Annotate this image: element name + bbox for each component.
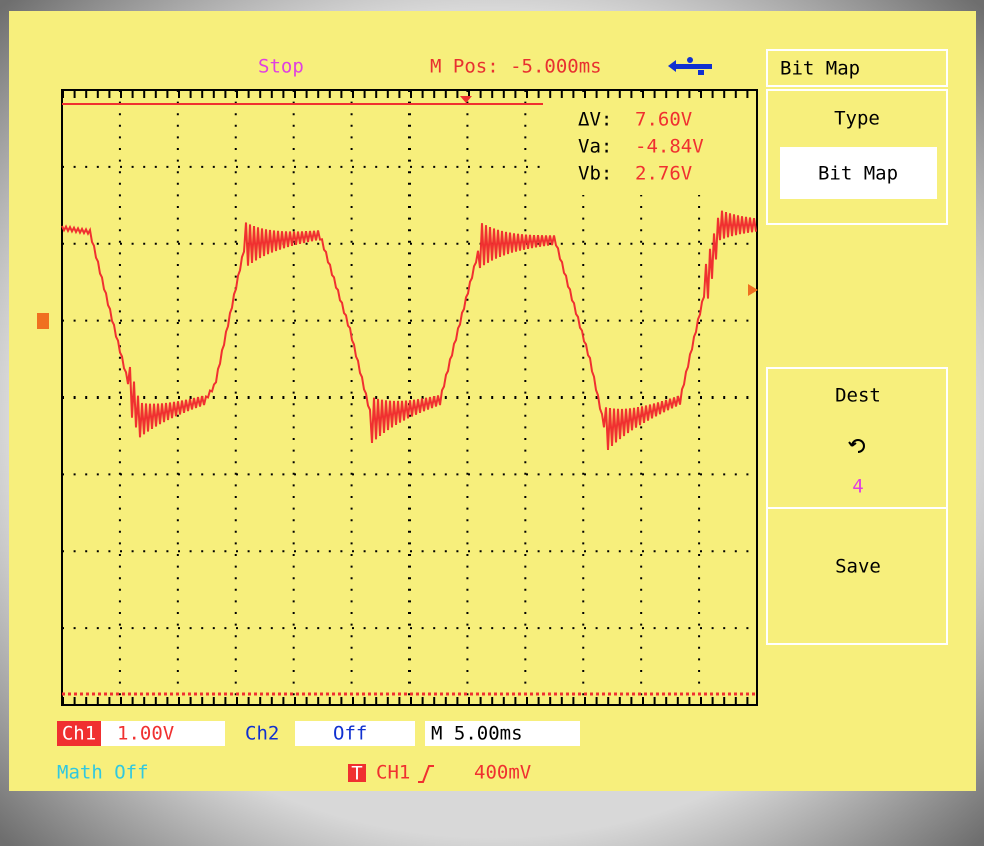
cursor-value: 7.60V xyxy=(635,109,692,131)
timebase-box xyxy=(425,721,580,746)
cursor-name: ΔV: xyxy=(578,109,612,131)
ch1-marker xyxy=(37,313,49,329)
dest-value[interactable]: 4 xyxy=(852,476,863,498)
m-pos: M Pos: -5.000ms xyxy=(430,56,602,78)
knob-icon xyxy=(848,439,865,453)
waveform xyxy=(61,210,757,450)
ch2-state: Off xyxy=(333,723,367,745)
trigger-pos xyxy=(460,96,472,103)
type-value-box[interactable] xyxy=(780,147,937,199)
dest-label[interactable]: Dest xyxy=(835,385,881,407)
ch1-tag xyxy=(57,721,101,746)
cursor-box xyxy=(543,100,753,195)
ch1-scale-box xyxy=(101,721,225,746)
ch2-label: Ch2 xyxy=(245,723,279,745)
trigger-level: 400mV xyxy=(474,762,531,784)
type-value[interactable]: Bit Map xyxy=(818,163,898,185)
timebase: M 5.00ms xyxy=(431,723,523,745)
trigger-icon: T xyxy=(351,763,362,785)
ch2-box xyxy=(295,721,415,746)
cursor-value: -4.84V xyxy=(635,136,704,158)
trigger-source: CH1 xyxy=(376,762,410,784)
ch1-level-marker xyxy=(748,284,758,296)
run-state: Stop xyxy=(258,56,304,78)
cursor-name: Va: xyxy=(578,136,612,158)
edge-icon xyxy=(418,765,434,783)
menu xyxy=(766,49,948,645)
cursor-name: Vb: xyxy=(578,163,612,185)
ch1-label: Ch1 xyxy=(62,723,96,745)
usb-icon xyxy=(668,57,712,75)
cursor-value: 2.76V xyxy=(635,163,692,185)
save-label[interactable]: Save xyxy=(835,556,881,578)
menu-title: Bit Map xyxy=(780,58,860,80)
ch1-scale: 1.00V xyxy=(117,723,174,745)
trigger-tag xyxy=(348,764,366,782)
type-label[interactable]: Type xyxy=(834,108,880,130)
math: Math Off xyxy=(57,762,149,784)
display xyxy=(9,11,976,791)
